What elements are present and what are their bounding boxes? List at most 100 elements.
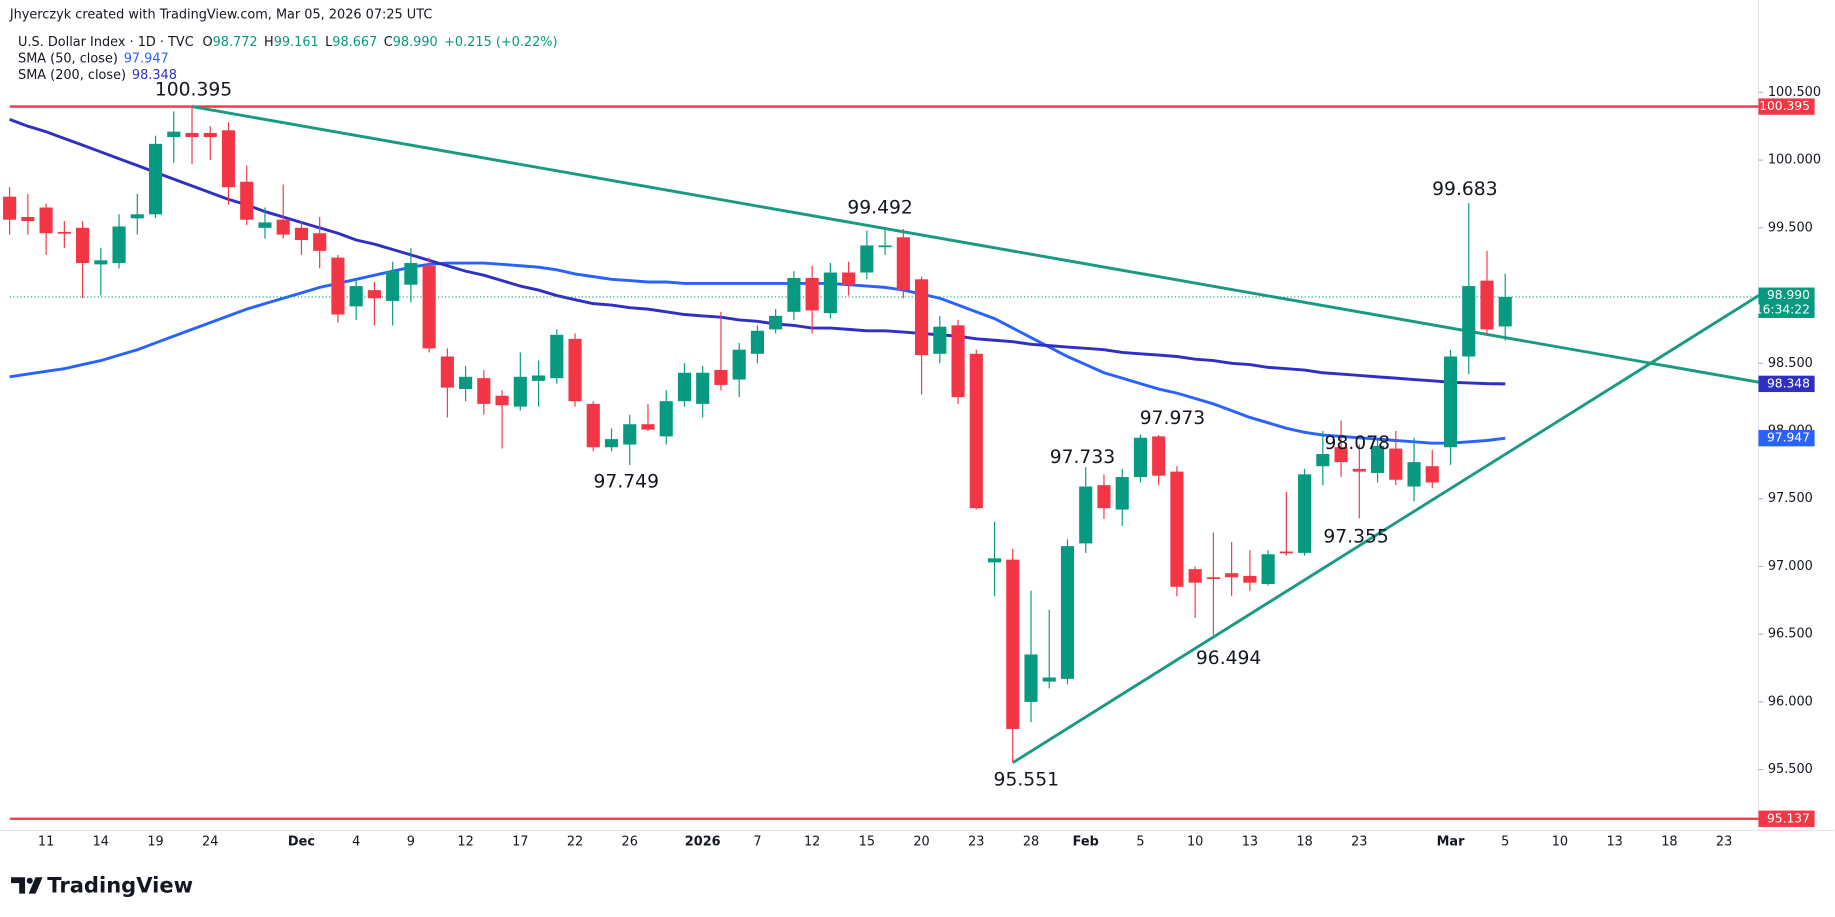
candle-body bbox=[76, 227, 90, 264]
candle bbox=[3, 187, 17, 235]
x-tick-label: 5 bbox=[1136, 835, 1144, 850]
candle-body bbox=[1407, 462, 1421, 487]
x-tick-label: 11 bbox=[38, 835, 54, 850]
candle bbox=[933, 315, 947, 364]
logo-icon bbox=[26, 877, 33, 884]
candle bbox=[696, 365, 710, 418]
sma-tag: 98.348 bbox=[1758, 375, 1815, 393]
candle bbox=[1462, 203, 1476, 375]
price-annotation: 97.355 bbox=[1323, 526, 1388, 547]
last-price-box bbox=[1758, 287, 1815, 318]
candle-body bbox=[276, 219, 290, 235]
candle-body bbox=[1443, 356, 1458, 448]
candle-body bbox=[495, 395, 509, 406]
y-tick-label: 97.500 bbox=[1768, 491, 1813, 506]
candle bbox=[1261, 550, 1275, 586]
candle bbox=[604, 428, 619, 452]
candle-body bbox=[130, 214, 144, 219]
x-tick-label: 20 bbox=[913, 835, 929, 850]
candle-body bbox=[860, 245, 874, 273]
candle bbox=[623, 414, 637, 465]
sma-tag-box bbox=[1758, 429, 1815, 447]
price-annotation: 99.492 bbox=[847, 198, 912, 219]
candle-body bbox=[805, 277, 819, 311]
candle-body bbox=[769, 315, 783, 330]
candle bbox=[969, 349, 983, 510]
credit: Jhyerczyk created with TradingView.com, … bbox=[9, 8, 432, 23]
candle bbox=[1097, 474, 1111, 520]
sma-line bbox=[9, 261, 1506, 445]
candle-body bbox=[1188, 569, 1202, 583]
candle-body bbox=[185, 133, 199, 138]
x-tick-label: Mar bbox=[1437, 835, 1465, 850]
x-tick-label: Feb bbox=[1073, 835, 1099, 850]
last-price-label: 98.990 bbox=[1767, 288, 1810, 302]
x-tick-label: 12 bbox=[457, 835, 473, 850]
countdown: 16:34:22 bbox=[1755, 302, 1810, 316]
x-tick-label: 5 bbox=[1501, 835, 1509, 850]
logo: TradingView bbox=[11, 873, 193, 898]
candle bbox=[112, 214, 126, 269]
candle-body bbox=[1243, 575, 1257, 583]
candle-body bbox=[750, 330, 764, 354]
x-tick-label: 15 bbox=[859, 835, 875, 850]
candle-body bbox=[1298, 474, 1312, 553]
candle-body bbox=[623, 424, 637, 445]
ohlc-key: L bbox=[325, 35, 333, 50]
y-tick-label: 95.500 bbox=[1768, 762, 1813, 777]
x-tick-label: 10 bbox=[1552, 835, 1568, 850]
y-tick-label: 99.500 bbox=[1768, 220, 1813, 235]
candle bbox=[313, 216, 327, 269]
candle bbox=[1316, 430, 1330, 486]
price-annotation: 97.749 bbox=[594, 471, 659, 492]
x-tick-label: 23 bbox=[968, 835, 984, 850]
candle bbox=[1152, 435, 1166, 486]
candle-body bbox=[1060, 546, 1075, 679]
candle bbox=[1115, 468, 1129, 526]
candle bbox=[148, 135, 163, 219]
candle-body bbox=[1097, 485, 1111, 509]
candle bbox=[1425, 449, 1439, 488]
ohlc-key: H bbox=[264, 35, 274, 50]
candle-body bbox=[823, 272, 837, 314]
x-tick-label: 22 bbox=[567, 835, 583, 850]
candle-body bbox=[94, 260, 108, 265]
candle-body bbox=[148, 143, 163, 215]
candle-body bbox=[440, 356, 454, 388]
candle-body bbox=[1024, 654, 1038, 702]
candle-body bbox=[459, 376, 473, 390]
candle bbox=[221, 122, 236, 205]
ohlc-key: O bbox=[202, 35, 212, 50]
y-tick-label: 100.000 bbox=[1768, 153, 1821, 168]
candle bbox=[805, 265, 819, 334]
candle bbox=[39, 203, 53, 255]
candle-body bbox=[258, 222, 272, 228]
candle-body bbox=[386, 271, 400, 301]
candle-body bbox=[550, 334, 564, 379]
candle-body bbox=[1079, 486, 1093, 544]
sma-line bbox=[9, 118, 1506, 386]
sma-legend-value: 97.947 bbox=[124, 51, 169, 66]
candle bbox=[1279, 491, 1293, 556]
candle bbox=[349, 279, 363, 320]
candle bbox=[1498, 273, 1512, 341]
sma-tag-label: 97.947 bbox=[1767, 431, 1810, 445]
candle-body bbox=[349, 286, 363, 307]
candle bbox=[276, 184, 290, 239]
y-tick-label: 98.500 bbox=[1768, 356, 1813, 371]
candle bbox=[787, 271, 801, 320]
candle-body bbox=[112, 226, 126, 264]
candle bbox=[531, 360, 546, 407]
candle bbox=[185, 106, 199, 165]
candle-body bbox=[1170, 471, 1184, 587]
hline-tag-box bbox=[1758, 98, 1815, 115]
sma-tag-label: 98.348 bbox=[1767, 376, 1810, 390]
candle bbox=[1352, 444, 1366, 519]
candle bbox=[367, 282, 381, 326]
candle bbox=[987, 521, 1002, 597]
symbol: U.S. Dollar Index · 1D · TVC bbox=[18, 35, 194, 50]
candle-body bbox=[1206, 577, 1220, 580]
candle bbox=[769, 309, 783, 334]
candle-body bbox=[732, 349, 746, 380]
